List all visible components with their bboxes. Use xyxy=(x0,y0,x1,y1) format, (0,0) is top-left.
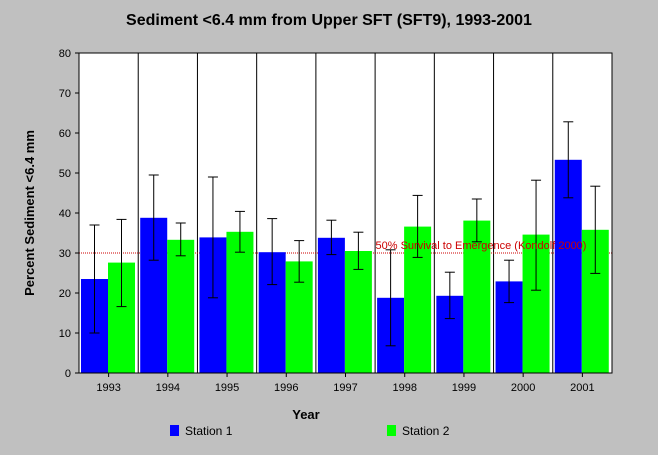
bar-station-2-1997 xyxy=(344,251,372,373)
bar-station-2-1999 xyxy=(463,220,491,373)
bar-station-2-1995 xyxy=(226,231,254,373)
legend-item-station-1: Station 1 xyxy=(170,424,232,438)
plot-frame xyxy=(78,52,613,374)
bar-station-2-1994 xyxy=(167,239,195,373)
x-tick-label: 1996 xyxy=(274,382,298,394)
y-tick-label: 20 xyxy=(59,288,71,300)
x-axis-title: Year xyxy=(292,407,319,422)
bar-station-1-1997 xyxy=(317,237,345,373)
legend-swatch-station-1 xyxy=(170,425,179,436)
y-tick-label: 40 xyxy=(59,208,71,220)
x-tick-label: 1998 xyxy=(392,382,416,394)
y-tick-label: 70 xyxy=(59,88,71,100)
x-tick-label: 1997 xyxy=(333,382,357,394)
legend-item-station-2: Station 2 xyxy=(387,424,449,438)
x-tick-label: 1999 xyxy=(452,382,476,394)
y-tick-label: 10 xyxy=(59,328,71,340)
legend-label-station-1: Station 1 xyxy=(185,424,233,438)
legend: Station 1 Station 2 xyxy=(0,424,658,444)
x-tick-label: 1995 xyxy=(215,382,239,394)
reference-line-label: 50% Survival to Emergence (Kondolf 2000) xyxy=(376,240,587,252)
x-tick-label: 1993 xyxy=(96,382,120,394)
x-tick-label: 2000 xyxy=(511,382,535,394)
chart-title: Sediment <6.4 mm from Upper SFT (SFT9), … xyxy=(126,12,532,29)
y-tick-label: 60 xyxy=(59,128,71,140)
x-tick-label: 2001 xyxy=(570,382,594,394)
y-tick-label: 50 xyxy=(59,168,71,180)
y-tick-label: 30 xyxy=(59,248,71,260)
x-tick-label: 1994 xyxy=(156,382,180,394)
y-axis-title: Percent Sediment <6.4 mm xyxy=(22,130,37,296)
y-tick-label: 0 xyxy=(65,368,71,380)
legend-swatch-station-2 xyxy=(387,425,396,436)
legend-label-station-2: Station 2 xyxy=(402,424,450,438)
y-tick-label: 80 xyxy=(59,48,71,60)
